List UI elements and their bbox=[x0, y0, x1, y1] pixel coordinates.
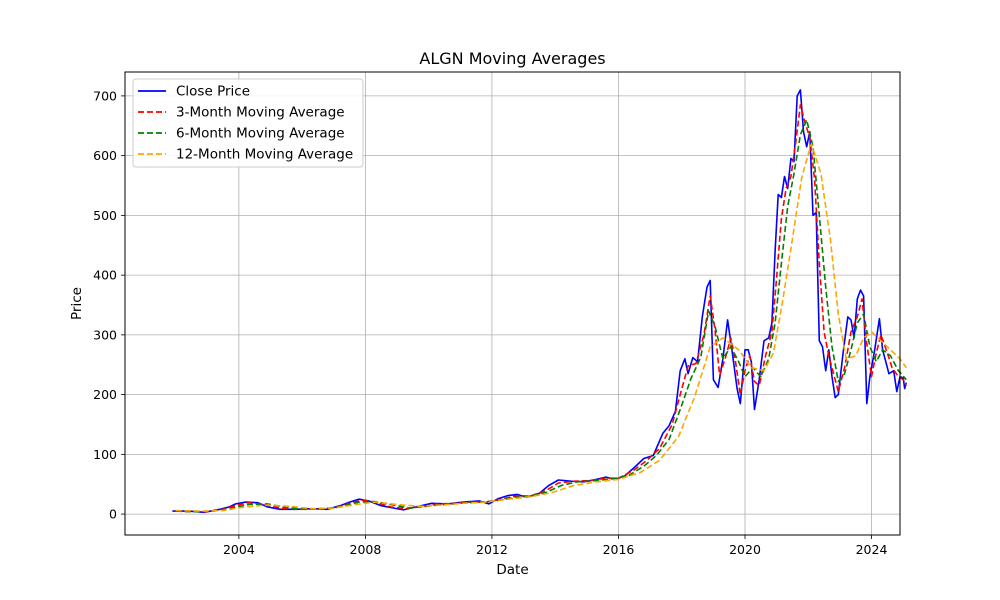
legend-label: 12-Month Moving Average bbox=[176, 147, 353, 163]
y-axis-label: Price bbox=[69, 287, 85, 320]
x-axis: 2004 2008 2012 2016 2020 2024 bbox=[223, 535, 888, 557]
y-tick-label: 700 bbox=[93, 88, 117, 103]
x-tick-label: 2020 bbox=[729, 542, 761, 557]
x-tick-label: 2004 bbox=[223, 542, 255, 557]
y-tick-label: 300 bbox=[93, 327, 117, 342]
x-axis-label: Date bbox=[496, 562, 528, 578]
chart-title: ALGN Moving Averages bbox=[419, 49, 605, 68]
y-tick-label: 100 bbox=[93, 447, 117, 462]
series-group bbox=[172, 89, 908, 514]
x-tick-label: 2024 bbox=[856, 542, 888, 557]
series-line-close-price bbox=[172, 89, 908, 514]
y-tick-label: 0 bbox=[109, 507, 117, 522]
legend-label: 3-Month Moving Average bbox=[176, 105, 345, 121]
plot-frame bbox=[124, 71, 901, 536]
x-tick-label: 2008 bbox=[350, 542, 382, 557]
legend-label: Close Price bbox=[176, 84, 250, 100]
series-line-6-month-moving-average bbox=[175, 119, 907, 513]
y-tick-label: 600 bbox=[93, 148, 117, 163]
legend-label: 6-Month Moving Average bbox=[176, 126, 345, 142]
x-tick-label: 2012 bbox=[476, 542, 508, 557]
x-tick-label: 2016 bbox=[603, 542, 635, 557]
legend: Close Price 3-Month Moving Average 6-Month… bbox=[132, 78, 364, 168]
y-tick-label: 400 bbox=[93, 268, 117, 283]
series-line-12-month-moving-average bbox=[175, 142, 907, 512]
y-tick-label: 200 bbox=[93, 387, 117, 402]
y-tick-label: 500 bbox=[93, 208, 117, 223]
y-axis: 0 100 200 300 400 500 600 700 bbox=[93, 88, 125, 522]
legend-box bbox=[132, 78, 364, 168]
